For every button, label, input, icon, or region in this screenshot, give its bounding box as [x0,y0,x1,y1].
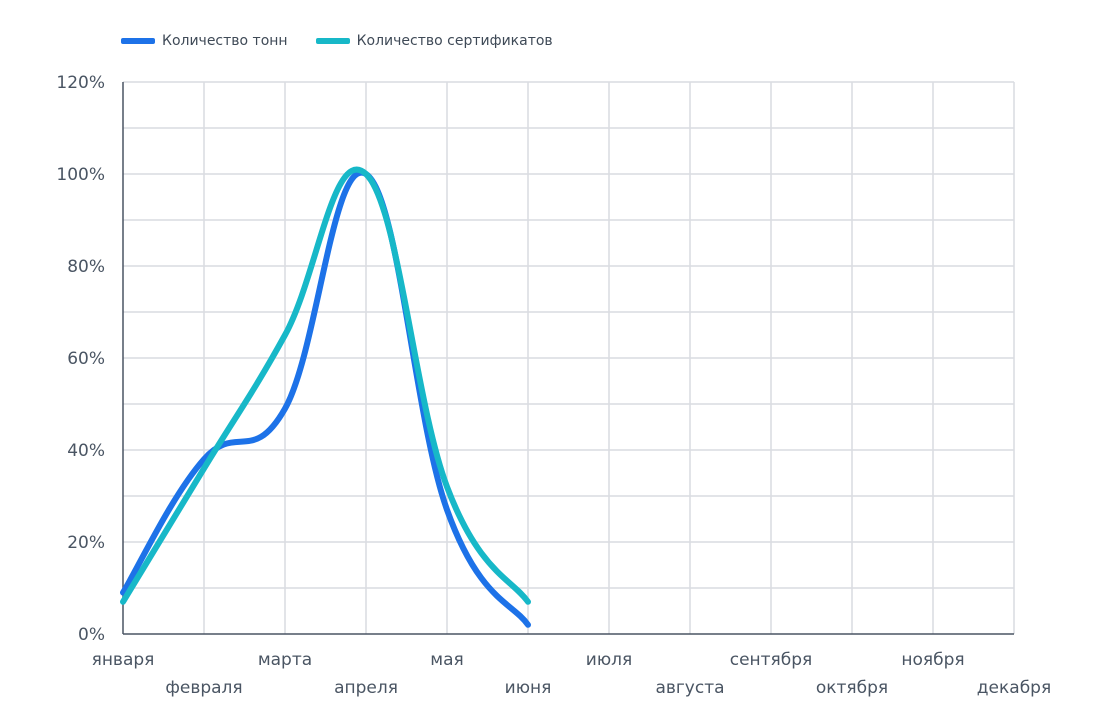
legend-swatch-tons [121,38,155,44]
x-tick-label: апреля [334,678,398,698]
x-tick-label: марта [258,650,312,670]
x-tick-label: ноября [901,650,964,670]
y-tick-label: 40% [67,441,105,461]
x-tick-label: сентября [730,650,813,670]
y-tick-label: 80% [67,257,105,277]
x-tick-label: декабря [977,678,1051,698]
y-tick-labels: 0% 20% 40% 60% 80% 100% 120% [56,73,105,645]
y-tick-label: 100% [56,165,105,185]
axes [122,82,1014,635]
legend-swatch-certificates [315,38,350,44]
x-tick-labels: января февраля марта апреля мая июня июля авгус… [92,650,1052,698]
y-tick-label: 120% [56,73,105,93]
y-tick-label: 20% [67,533,105,553]
series-lines [120,166,531,628]
y-tick-label: 60% [67,349,105,369]
x-tick-label: февраля [165,678,242,698]
series-line-1[interactable] [120,166,531,605]
x-tick-label: мая [430,650,463,670]
x-tick-label: января [92,650,155,670]
y-tick-label: 0% [78,625,105,645]
legend-item-tons[interactable]: Количество тонн [121,33,288,49]
x-tick-label: июля [586,650,632,670]
x-tick-label: августа [655,678,724,698]
x-tick-label: июня [505,678,552,698]
series-line-0[interactable] [120,169,531,628]
legend-label-tons: Количество тонн [162,33,288,49]
grid [123,81,1015,634]
x-tick-label: октября [816,678,888,698]
legend-label-certificates: Количество сертификатов [356,33,553,49]
legend: Количество тонн Количество сертификатов [121,31,581,51]
legend-item-certificates[interactable]: Количество сертификатов [315,33,553,49]
